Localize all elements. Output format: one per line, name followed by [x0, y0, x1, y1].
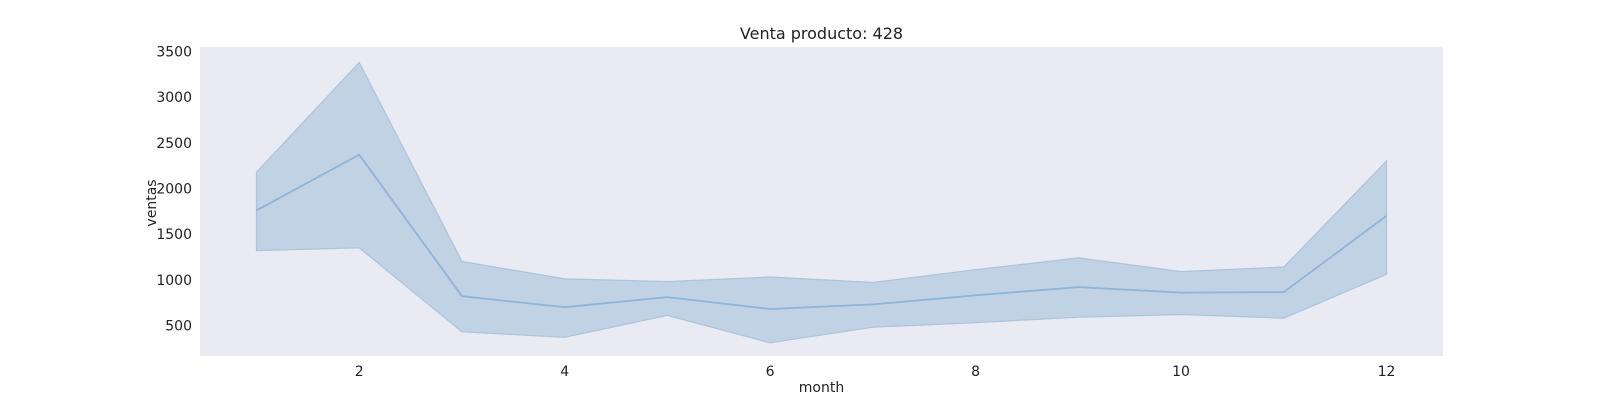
- x-tick-label: 10: [1172, 364, 1190, 380]
- x-axis-title: month: [799, 380, 844, 396]
- x-axis-ticks: 2 4 6 8 10 12: [355, 364, 1396, 380]
- y-tick-label: 3500: [156, 45, 192, 61]
- x-tick-label: 2: [355, 364, 364, 380]
- x-tick-label: 8: [971, 364, 980, 380]
- y-tick-label: 2500: [156, 136, 192, 152]
- chart-title: Venta producto: 428: [740, 24, 903, 43]
- y-axis-ticks: 500 1000 1500 2000 2500 3000 3500: [156, 45, 192, 335]
- x-tick-label: 4: [560, 364, 569, 380]
- confidence-band: [255, 61, 1388, 344]
- y-tick-label: 500: [165, 318, 192, 334]
- y-axis-title: ventas: [144, 179, 160, 226]
- y-tick-label: 2000: [156, 182, 192, 198]
- series-line-layer: [256, 153, 1388, 310]
- series-line: [256, 153, 1388, 310]
- x-tick-label: 12: [1378, 364, 1396, 380]
- confidence-band-layer: [255, 61, 1388, 344]
- x-tick-label: 6: [766, 364, 775, 380]
- y-tick-label: 1500: [156, 227, 192, 243]
- y-tick-label: 1000: [156, 273, 192, 289]
- y-tick-label: 3000: [156, 90, 192, 106]
